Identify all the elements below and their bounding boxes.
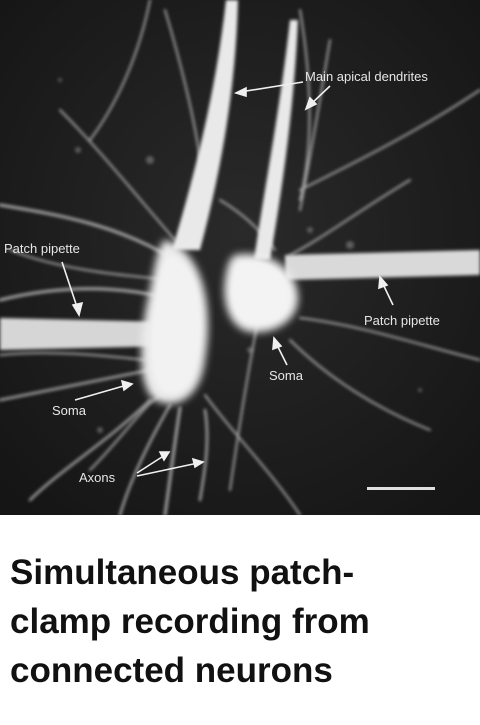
neuron-micrograph: Main apical dendrites Patch pipette Patc… [0, 0, 480, 515]
scale-bar [367, 487, 435, 490]
label-patch-pipette-right: Patch pipette [364, 313, 440, 328]
figure-caption: Simultaneous patch- clamp recording from… [10, 548, 470, 695]
label-patch-pipette-left: Patch pipette [4, 241, 80, 256]
label-soma-left: Soma [52, 403, 86, 418]
label-axons: Axons [79, 470, 116, 485]
label-soma-right: Soma [269, 368, 303, 383]
annotation-arrows [61, 81, 394, 477]
label-main-apical-dendrites: Main apical dendrites [305, 69, 428, 84]
caption-line-3: connected neurons [10, 651, 333, 690]
micrograph-image [0, 0, 480, 515]
caption-line-1: Simultaneous patch- [10, 553, 355, 592]
caption-line-2: clamp recording from [10, 602, 370, 641]
